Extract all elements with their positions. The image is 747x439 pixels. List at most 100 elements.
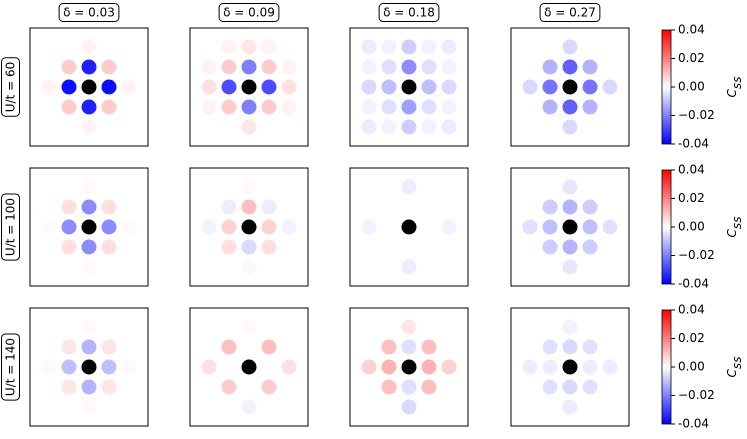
site-correlation: [522, 319, 538, 335]
site-correlation: [602, 319, 618, 335]
site-correlation: [281, 399, 297, 415]
site-correlation: [241, 379, 257, 395]
reference-site: [241, 359, 257, 375]
site-correlation: [381, 319, 397, 335]
site-correlation: [61, 199, 77, 215]
site-correlation: [201, 259, 217, 275]
colorbar-tick-label: -0.04: [678, 277, 709, 291]
site-correlation: [542, 339, 558, 355]
site-correlation: [201, 239, 217, 255]
title-box: [1, 333, 20, 401]
panel-frame: [510, 307, 630, 427]
panel-frame: [349, 27, 469, 147]
site-correlation: [281, 179, 297, 195]
site-correlation: [361, 99, 377, 115]
reference-site: [81, 359, 97, 375]
site-correlation: [361, 39, 377, 55]
site-correlation: [602, 179, 618, 195]
site-correlation: [61, 259, 77, 275]
site-correlation: [61, 179, 77, 195]
colorbar-label: Css: [725, 217, 744, 238]
panel-frame: [29, 27, 149, 147]
site-correlation: [602, 379, 618, 395]
site-correlation: [381, 79, 397, 95]
site-correlation: [602, 99, 618, 115]
site-correlation: [61, 399, 77, 415]
site-correlation: [381, 99, 397, 115]
site-correlation: [201, 339, 217, 355]
site-correlation: [261, 259, 277, 275]
site-correlation: [41, 39, 57, 55]
site-correlation: [121, 119, 137, 135]
site-correlation: [582, 199, 598, 215]
site-correlation: [241, 59, 257, 75]
site-correlation: [401, 379, 417, 395]
site-correlation: [41, 79, 57, 95]
colorbar-tick-label: 0.02: [678, 51, 705, 65]
site-correlation: [602, 359, 618, 375]
site-correlation: [281, 59, 297, 75]
site-correlation: [602, 79, 618, 95]
panel-frame: [29, 307, 149, 427]
site-correlation: [281, 259, 297, 275]
site-correlation: [121, 59, 137, 75]
site-correlation: [522, 119, 538, 135]
site-correlation: [281, 79, 297, 95]
panel-frame: [189, 307, 309, 427]
site-correlation: [201, 199, 217, 215]
site-correlation: [582, 319, 598, 335]
site-correlation: [221, 239, 237, 255]
site-correlation: [401, 39, 417, 55]
reference-site: [401, 219, 417, 235]
site-correlation: [361, 59, 377, 75]
site-correlation: [381, 239, 397, 255]
site-correlation: [281, 99, 297, 115]
site-correlation: [281, 239, 297, 255]
site-correlation: [582, 399, 598, 415]
site-correlation: [421, 379, 437, 395]
site-correlation: [381, 219, 397, 235]
site-correlation: [201, 219, 217, 235]
site-correlation: [542, 219, 558, 235]
site-correlation: [261, 119, 277, 135]
colorbar-tick-label: −0.02: [678, 388, 715, 402]
site-correlation: [61, 39, 77, 55]
site-correlation: [81, 399, 97, 415]
site-correlation: [41, 59, 57, 75]
site-correlation: [101, 259, 117, 275]
site-correlation: [121, 79, 137, 95]
site-correlation: [221, 339, 237, 355]
site-correlation: [562, 59, 578, 75]
site-correlation: [121, 399, 137, 415]
site-correlation: [261, 179, 277, 195]
site-correlation: [401, 259, 417, 275]
site-correlation: [61, 319, 77, 335]
site-correlation: [562, 379, 578, 395]
reference-site: [562, 219, 578, 235]
site-correlation: [121, 239, 137, 255]
colorbar-tick-label: 0.04: [678, 163, 705, 177]
site-correlation: [361, 119, 377, 135]
site-correlation: [241, 199, 257, 215]
site-correlation: [542, 259, 558, 275]
site-correlation: [441, 359, 457, 375]
site-correlation: [121, 359, 137, 375]
site-correlation: [361, 79, 377, 95]
site-correlation: [201, 179, 217, 195]
colorbar-label: Css: [725, 77, 744, 98]
colorbar-label-main: C: [725, 88, 739, 97]
site-correlation: [101, 339, 117, 355]
reference-site: [81, 219, 97, 235]
panel-frame: [510, 167, 630, 287]
site-correlation: [421, 79, 437, 95]
site-correlation: [41, 339, 57, 355]
site-correlation: [241, 119, 257, 135]
site-correlation: [542, 179, 558, 195]
site-correlation: [241, 239, 257, 255]
site-correlation: [41, 359, 57, 375]
site-correlation: [81, 199, 97, 215]
site-correlation: [201, 119, 217, 135]
colorbar-label-main: C: [725, 228, 739, 237]
site-correlation: [121, 259, 137, 275]
colorbar-tick-label: −0.02: [678, 248, 715, 262]
